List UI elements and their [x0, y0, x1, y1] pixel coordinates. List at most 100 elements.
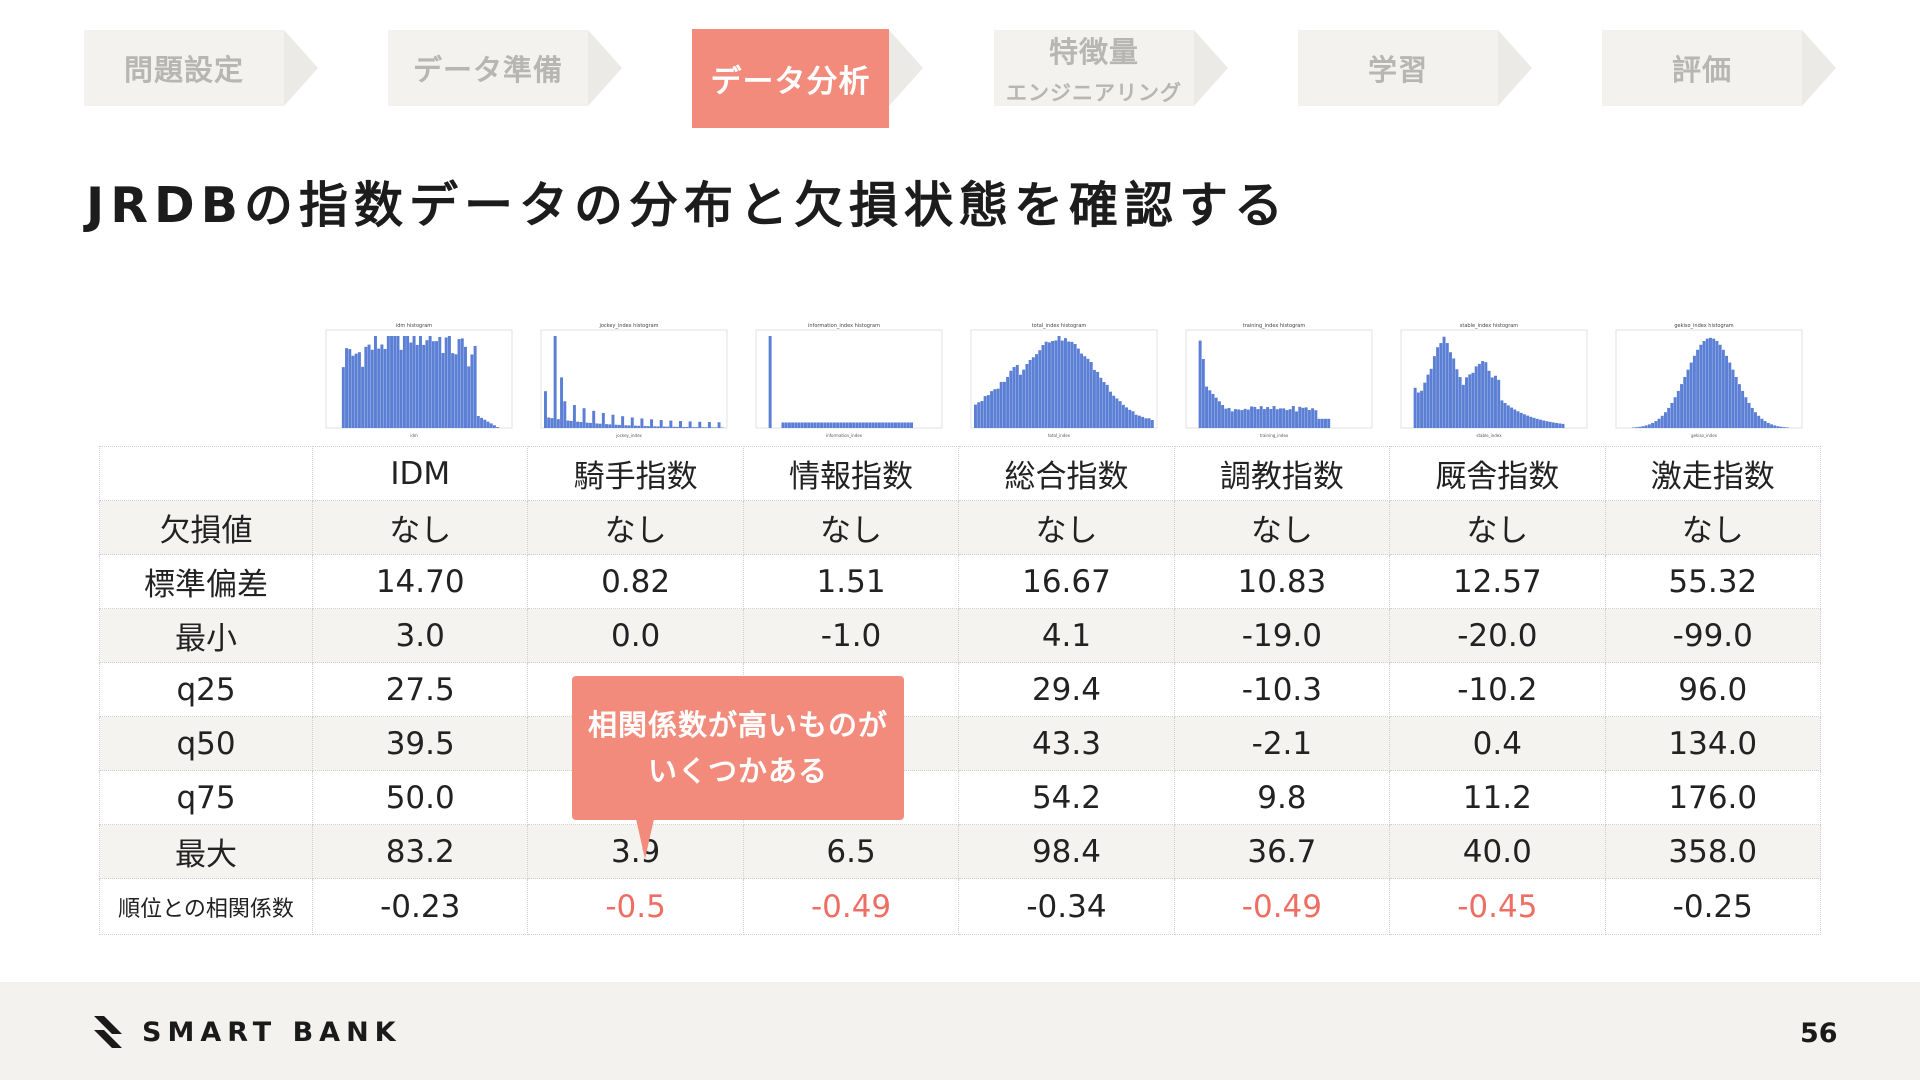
column-header: 激走指数: [1604, 446, 1822, 501]
table-cell-highlighted: -0.49: [1173, 878, 1391, 935]
histogram-bar: [826, 422, 830, 428]
histogram-bar: [784, 422, 788, 428]
table-cell: -0.25: [1604, 878, 1822, 935]
step-arrow-icon: [1194, 30, 1228, 106]
histogram-bar: [1455, 369, 1459, 428]
histogram-bar: [1654, 421, 1658, 428]
histogram-bar: [1002, 381, 1006, 428]
histogram-bar: [1198, 340, 1202, 428]
histogram-bar: [1285, 410, 1289, 428]
histogram-bar: [380, 344, 384, 428]
row-label: q50: [99, 716, 313, 771]
histogram-bar: [1144, 418, 1148, 428]
histogram-title: total_index histogram: [1032, 323, 1087, 329]
histogram-bar: [576, 421, 580, 428]
histogram-bar: [1006, 376, 1010, 428]
histogram-bar: [1089, 361, 1093, 428]
histogram-bar: [361, 366, 365, 428]
histogram-bar: [496, 427, 500, 428]
histogram-bar: [794, 422, 798, 428]
histogram-thumbnail: training_index histogram training_index: [1170, 318, 1378, 440]
histogram-bar: [476, 416, 480, 428]
histogram-bar: [1705, 338, 1709, 428]
histogram-bar: [406, 336, 410, 428]
histogram-bar: [630, 417, 634, 428]
histogram-bar: [691, 427, 695, 428]
table-cell: 12.57: [1389, 554, 1606, 609]
table-cell: 54.2: [958, 770, 1175, 825]
histogram-bar: [1747, 402, 1751, 428]
histogram-bar: [1060, 340, 1064, 428]
histogram-bar: [1754, 412, 1757, 428]
histogram-chart: idm histogram idm: [325, 323, 513, 438]
histogram-bar: [1035, 354, 1039, 428]
histogram-bar: [1680, 384, 1684, 428]
table-cell: 10.83: [1173, 554, 1391, 609]
histogram-bar: [364, 346, 368, 428]
histogram-bar: [659, 420, 663, 428]
histogram-bar: [1211, 393, 1215, 428]
histogram-bar: [823, 422, 827, 428]
histogram-bar: [643, 426, 647, 428]
histogram-bar: [611, 414, 615, 428]
histogram-thumbnail: stable_index histogram stable_index: [1385, 318, 1593, 440]
histogram-bar: [974, 404, 977, 428]
histogram-bar: [1250, 406, 1254, 428]
table-row-max: 最大 83.2 3.9 6.5 98.4 36.7 40.0 358.0: [99, 824, 1822, 879]
histogram-bar: [839, 422, 843, 428]
histogram-bar: [1291, 406, 1295, 428]
histogram-bar: [881, 422, 885, 428]
histogram-bar: [464, 346, 467, 428]
histogram-bar: [585, 422, 589, 428]
histogram-bar: [1532, 417, 1536, 428]
histogram-bar: [816, 422, 820, 428]
histogram-bar: [473, 345, 477, 428]
histogram-bar: [698, 421, 702, 428]
histogram-bar: [711, 427, 715, 428]
histogram-chart: total_index histogram total_index: [970, 323, 1158, 438]
histogram-bar: [1125, 407, 1129, 428]
histogram-bar: [1667, 407, 1671, 428]
histogram-bar: [441, 352, 445, 428]
histogram-bar: [1721, 349, 1725, 428]
histogram-bar: [1230, 411, 1234, 428]
histogram-bar: [1516, 411, 1520, 428]
histogram-bar: [386, 336, 390, 428]
step-label: 評価: [1671, 53, 1732, 87]
histogram-bar: [884, 422, 888, 428]
histogram-bar: [1256, 409, 1260, 428]
histogram-bar: [627, 425, 631, 428]
histogram-bar: [412, 336, 416, 428]
histogram-bar: [1041, 345, 1045, 428]
histogram-bar: [1503, 403, 1507, 428]
histogram-bar: [1741, 390, 1745, 428]
histogram-title: information_index histogram: [808, 323, 880, 329]
histogram-bar: [1009, 370, 1013, 428]
histogram-bar: [460, 338, 464, 428]
histogram-bar: [1737, 384, 1741, 428]
histogram-bar: [1288, 409, 1292, 428]
histogram-bar: [1750, 407, 1754, 428]
histogram-bar: [887, 422, 891, 428]
table-cell: 39.5: [311, 716, 529, 771]
histogram-bar: [1782, 427, 1786, 428]
histogram-bar: [986, 395, 990, 428]
histogram-bar: [589, 422, 592, 428]
histogram-bar: [1465, 377, 1469, 428]
histogram-bar: [1692, 355, 1696, 428]
histogram-bar: [617, 424, 621, 428]
table-row-q25: q25 27.5 29.4 -10.3 -10.2 96.0: [99, 662, 1822, 717]
histogram-bar: [354, 353, 358, 428]
histogram-bar: [1073, 344, 1077, 428]
histogram-thumbnail: idm histogram idm: [310, 318, 518, 440]
histogram-bar: [1522, 414, 1526, 428]
table-cell: 55.32: [1604, 554, 1822, 609]
histogram-bar: [685, 427, 689, 428]
histogram-bar: [1449, 352, 1452, 428]
histogram-bar: [1471, 372, 1475, 428]
histogram-bar: [1526, 415, 1530, 428]
page-number: 56: [1800, 1018, 1838, 1049]
histogram-bar: [447, 336, 451, 428]
table-cell: 11.2: [1389, 770, 1606, 825]
histogram-bar: [1279, 408, 1282, 428]
